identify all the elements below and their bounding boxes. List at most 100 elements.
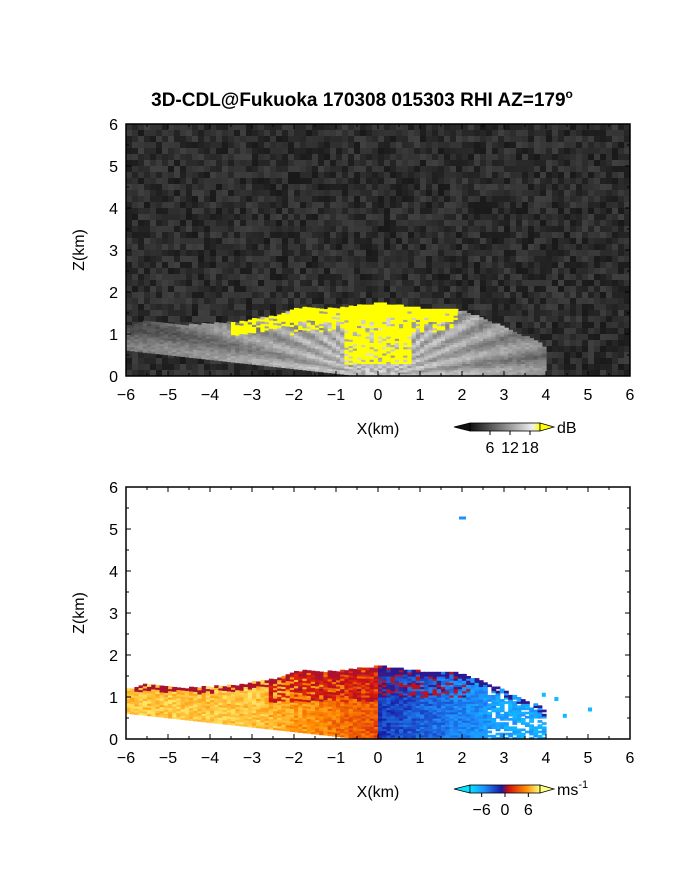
noise-cell xyxy=(306,184,312,190)
reflectivity-cell xyxy=(289,311,295,315)
noise-cell xyxy=(426,298,432,304)
noise-cell xyxy=(294,130,300,136)
noise-cell xyxy=(576,262,582,268)
noise-cell xyxy=(612,256,618,262)
reflectivity-cell xyxy=(285,344,291,348)
reflectivity-cell xyxy=(147,342,152,345)
noise-cell xyxy=(558,238,564,244)
reflectivity-cell xyxy=(243,352,249,356)
noise-cell xyxy=(126,262,132,268)
reflectivity-cell xyxy=(281,338,287,341)
noise-cell xyxy=(180,154,186,160)
noise-cell xyxy=(486,274,492,280)
noise-cell xyxy=(138,184,144,190)
noise-cell xyxy=(618,166,624,172)
noise-cell xyxy=(600,328,606,334)
reflectivity-cell xyxy=(273,339,278,342)
noise-cell xyxy=(468,124,474,130)
noise-cell xyxy=(522,268,528,274)
noise-cell xyxy=(522,256,528,262)
reflectivity-cell xyxy=(172,328,177,331)
reflectivity-cell xyxy=(285,340,291,344)
noise-cell xyxy=(492,166,498,172)
reflectivity-cell xyxy=(277,343,282,347)
noise-cell xyxy=(168,280,174,286)
noise-cell xyxy=(390,244,396,250)
noise-cell xyxy=(132,148,138,154)
noise-cell xyxy=(234,250,240,256)
noise-cell xyxy=(324,196,330,202)
noise-cell xyxy=(300,274,306,280)
noise-cell xyxy=(366,256,372,262)
noise-cell xyxy=(210,304,216,310)
reflectivity-cell xyxy=(163,327,169,330)
reflectivity-cell xyxy=(268,330,274,334)
noise-cell xyxy=(144,196,150,202)
noise-cell xyxy=(558,202,564,208)
reflectivity-cell xyxy=(273,328,278,332)
noise-cell xyxy=(588,130,594,136)
reflectivity-cell xyxy=(231,359,236,363)
reflectivity-cell xyxy=(306,345,312,348)
noise-cell xyxy=(258,268,264,274)
reflectivity-cell xyxy=(268,357,274,361)
noise-cell xyxy=(372,214,378,220)
noise-cell xyxy=(144,226,150,232)
reflectivity-cell xyxy=(205,346,211,350)
noise-cell xyxy=(378,160,384,166)
noise-cell xyxy=(564,286,570,292)
noise-cell xyxy=(162,202,168,208)
noise-cell xyxy=(156,358,162,364)
reflectivity-cell xyxy=(155,343,161,346)
reflectivity-cell xyxy=(386,331,392,335)
reflectivity-cell xyxy=(331,362,337,366)
noise-cell xyxy=(156,280,162,286)
noise-cell xyxy=(210,190,216,196)
reflectivity-cell xyxy=(214,357,219,361)
noise-cell xyxy=(480,274,486,280)
noise-cell xyxy=(174,124,180,130)
noise-cell xyxy=(156,196,162,202)
noise-cell xyxy=(270,208,276,214)
noise-cell xyxy=(180,298,186,304)
noise-cell xyxy=(180,226,186,232)
reflectivity-cell xyxy=(226,357,232,360)
reflectivity-cell xyxy=(252,339,257,342)
noise-cell xyxy=(606,208,612,214)
noise-cell xyxy=(450,274,456,280)
reflectivity-cell xyxy=(273,351,278,355)
noise-cell xyxy=(594,340,600,346)
noise-cell xyxy=(378,214,384,220)
reflectivity-cell xyxy=(344,359,350,363)
noise-cell xyxy=(234,310,240,316)
noise-cell xyxy=(570,196,576,202)
noise-cell xyxy=(510,262,516,268)
noise-cell xyxy=(582,316,588,322)
noise-cell xyxy=(240,268,246,274)
reflectivity-cell xyxy=(323,309,329,312)
noise-cell xyxy=(612,304,618,310)
noise-cell xyxy=(528,154,534,160)
noise-cell xyxy=(252,124,258,130)
noise-cell xyxy=(510,238,516,244)
noise-cell xyxy=(486,262,492,268)
noise-cell xyxy=(366,202,372,208)
noise-cell xyxy=(372,202,378,208)
reflectivity-cell xyxy=(382,371,387,375)
noise-cell xyxy=(582,358,588,364)
reflectivity-cell xyxy=(285,313,291,317)
reflectivity-cell xyxy=(357,361,362,364)
noise-cell xyxy=(474,220,480,226)
noise-cell xyxy=(420,184,426,190)
noise-cell xyxy=(384,124,390,130)
noise-cell xyxy=(330,268,336,274)
noise-cell xyxy=(528,244,534,250)
reflectivity-cell xyxy=(352,350,358,353)
reflectivity-cell xyxy=(256,352,261,355)
reflectivity-cell xyxy=(357,319,362,322)
noise-cell xyxy=(156,274,162,280)
noise-cell xyxy=(192,316,198,322)
noise-cell xyxy=(588,256,594,262)
reflectivity-cell xyxy=(361,344,366,348)
noise-cell xyxy=(408,262,414,268)
